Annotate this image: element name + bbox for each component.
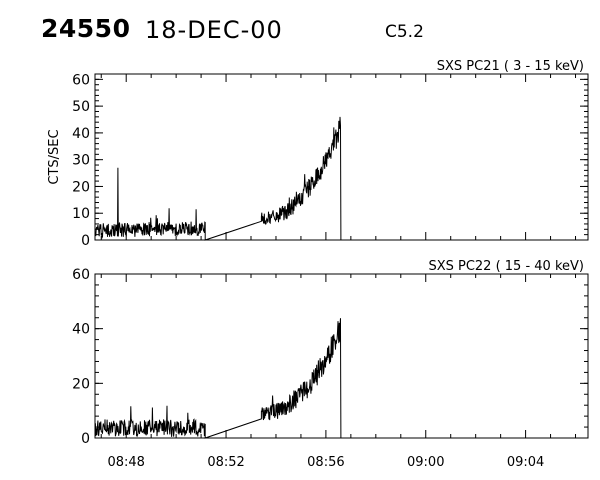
plot-frame — [94, 273, 589, 439]
y-tick-label: 30 — [72, 153, 90, 169]
y-tick-label: 60 — [72, 72, 90, 88]
y-tick-label: 20 — [72, 179, 90, 195]
y-tick-label: 0 — [81, 431, 90, 447]
y-tick-label: 0 — [81, 233, 90, 249]
flare-class: C5.2 — [385, 22, 424, 42]
panel-pc21: 0 10 20 30 40 50 60 SXS PC21 ( 3 - 15 keV) CTS/S… — [47, 59, 589, 249]
y-axis-label: CTS/SEC — [47, 129, 62, 184]
x-tick-label: 08:56 — [307, 455, 344, 470]
panel-pc22: 0 20 40 60 08:48 08:52 08:56 09:00 09:04 SXS PC22… — [72, 259, 589, 470]
x-tick-label: 09:04 — [507, 455, 544, 470]
panel-title: SXS PC21 ( 3 - 15 keV) — [437, 59, 584, 74]
event-number: 24550 — [41, 14, 131, 43]
x-tick-label: 09:00 — [407, 455, 444, 470]
panel-title: SXS PC22 ( 15 - 40 keV) — [428, 259, 584, 274]
y-tick-label: 20 — [72, 376, 90, 392]
y-tick-label: 10 — [72, 206, 90, 222]
x-tick-label: 08:48 — [107, 455, 144, 470]
y-tick-label: 50 — [72, 99, 90, 115]
x-tick-label: 08:52 — [207, 455, 244, 470]
data-trace — [94, 116, 342, 241]
y-tick-label: 40 — [72, 126, 90, 142]
data-trace — [94, 318, 342, 439]
y-tick-label: 40 — [72, 322, 90, 338]
event-date: 18-DEC-00 — [145, 16, 283, 44]
y-tick-label: 60 — [72, 267, 90, 283]
plot-frame — [94, 73, 589, 241]
